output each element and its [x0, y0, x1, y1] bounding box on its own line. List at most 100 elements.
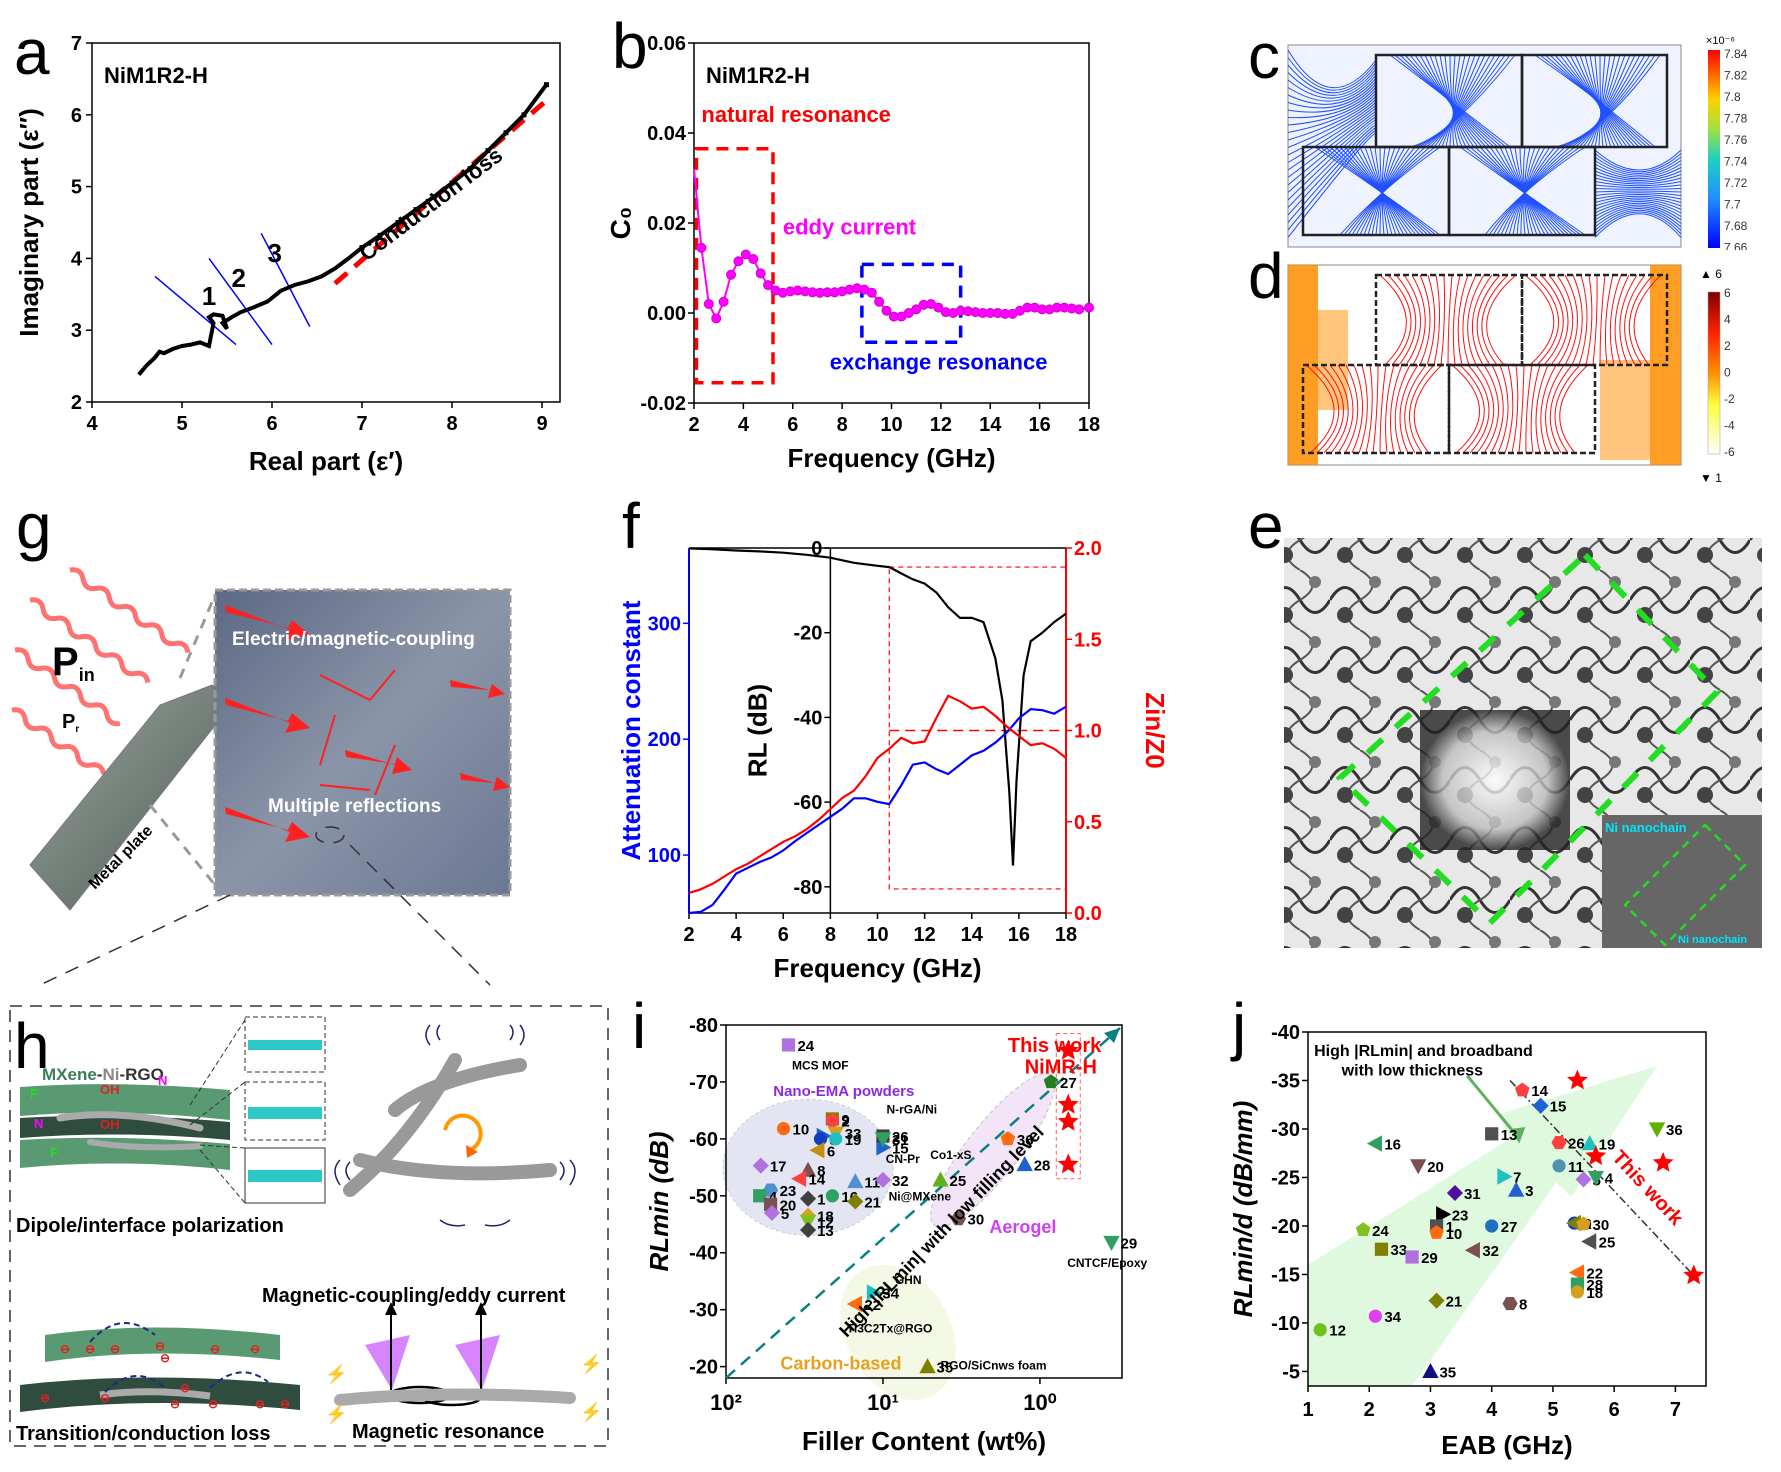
x-tick-label: 4 — [86, 413, 98, 435]
point-label-9: 9 — [841, 1112, 849, 1129]
data-point — [485, 148, 491, 154]
y-tick-label: -5 — [1282, 1361, 1300, 1383]
field-line — [1486, 274, 1517, 366]
field-line — [1532, 274, 1559, 366]
rl-tick-label: -40 — [793, 707, 822, 729]
data-point-30 — [1576, 1216, 1591, 1231]
this-work-star — [1585, 1145, 1607, 1165]
point-label-19: 19 — [845, 1132, 862, 1149]
field-line — [1433, 274, 1441, 366]
field-line — [1554, 364, 1581, 454]
y-tick-label: -60 — [689, 1129, 718, 1151]
x-tick-label: 8 — [446, 413, 457, 435]
colorbar-c-tick: 7.66 — [1724, 241, 1748, 251]
point-label-20: 20 — [1427, 1159, 1444, 1176]
field-line — [1372, 364, 1379, 454]
data-point — [866, 287, 877, 298]
x-tick-label: 7 — [1670, 1399, 1681, 1421]
data-point-32 — [1464, 1242, 1480, 1259]
field-line — [1633, 274, 1662, 366]
point-label-4: 4 — [769, 1189, 778, 1206]
field-line — [1287, 57, 1377, 91]
field-line — [1287, 95, 1377, 141]
field-line — [1433, 54, 1486, 148]
chart-title: NiM1R2-H — [706, 63, 810, 88]
field-line — [1564, 274, 1578, 366]
field-line — [1287, 89, 1377, 126]
x-tick-label: 3 — [1425, 1399, 1436, 1421]
data-point-17 — [752, 1157, 769, 1174]
this-work-label: This work — [1607, 1146, 1687, 1230]
data-point-33 — [1374, 1242, 1389, 1256]
field-line — [1566, 54, 1646, 148]
field-line — [1545, 364, 1565, 454]
field-line — [1525, 364, 1533, 454]
svg-text:⚡: ⚡ — [580, 1353, 602, 1375]
field-line — [1574, 54, 1636, 148]
field-line — [1358, 364, 1368, 454]
label-ghn: GHN — [895, 1273, 922, 1287]
field-line — [1614, 274, 1630, 366]
data-point-26 — [1551, 1136, 1567, 1150]
dipole-insets — [189, 1016, 326, 1204]
svg-text:⊖: ⊖ — [210, 1342, 220, 1356]
annotation-eddy-current: eddy current — [783, 214, 917, 239]
field-line — [1530, 364, 1541, 454]
label-this-work: This work — [1008, 1035, 1102, 1057]
plot-frame — [1307, 1031, 1707, 1387]
point-label-18: 18 — [817, 1209, 834, 1226]
data-point-36 — [1000, 1131, 1016, 1146]
panel-label-i: i — [632, 990, 647, 1062]
point-label-13: 13 — [817, 1223, 834, 1240]
dipole-label: Dipole/interface polarization — [16, 1215, 284, 1237]
data-point-5 — [763, 1204, 780, 1221]
point-label-33: 33 — [845, 1126, 862, 1143]
field-line — [1287, 49, 1377, 88]
data-point-13 — [1485, 1127, 1499, 1141]
divider-line-2 — [208, 257, 273, 346]
field-lines-c — [1287, 49, 1682, 238]
zoom-to-h-lines — [39, 826, 491, 986]
spin-precession: ⚡ ⚡ ⚡ ⚡ — [325, 1302, 602, 1425]
field-line — [1287, 122, 1377, 208]
data-point-31 — [874, 1132, 892, 1148]
data-point-27 — [1043, 1074, 1059, 1089]
data-point-35 — [919, 1358, 936, 1374]
x-tick-label: 10 — [880, 414, 902, 436]
svg-text:⊖: ⊖ — [208, 1397, 218, 1411]
colorbar-d-tick: 4 — [1724, 313, 1731, 327]
x-tick-label: 18 — [1055, 924, 1077, 946]
point-label-33: 33 — [1390, 1242, 1407, 1259]
x-tick-label: 10¹ — [867, 1390, 899, 1415]
panel-label-j: j — [1232, 990, 1247, 1062]
inset-label-bottom: Ni nanochain — [1678, 934, 1747, 946]
colorbar-d-min: ▼ 1 — [1700, 471, 1722, 485]
right-tick-label: 1.5 — [1074, 629, 1102, 651]
point-label-3: 3 — [1525, 1183, 1533, 1200]
x-axis-label: EAB (GHz) — [1441, 1430, 1572, 1460]
y-tick-label: 5 — [71, 177, 82, 199]
data-point-18 — [1570, 1285, 1585, 1299]
field-line — [1287, 80, 1377, 109]
colorbar-c-exponent: ×10⁻⁶ — [1706, 35, 1735, 47]
panel-label-f: f — [622, 490, 640, 562]
field-line — [1287, 71, 1377, 99]
point-label-6: 6 — [827, 1143, 835, 1160]
field-line — [1578, 54, 1631, 148]
data-point-27 — [1485, 1219, 1499, 1233]
field-line — [1287, 77, 1377, 105]
field-line — [1594, 170, 1682, 181]
annotation-exchange-resonance: exchange resonance — [830, 349, 1048, 374]
point-label-22: 22 — [1586, 1266, 1603, 1283]
chart-i-filler: 10² 10¹ 10⁰ -20 -30 -40 -50 -60 -70 -80 Filler Con… — [644, 1015, 1148, 1456]
field-line — [1337, 364, 1354, 454]
point-label-36: 36 — [1666, 1122, 1683, 1139]
point-label-1: 1 — [817, 1192, 825, 1209]
field-line — [1287, 74, 1377, 102]
metal-plate — [29, 684, 236, 911]
data-point-25 — [932, 1171, 949, 1187]
field-lines-d — [1305, 274, 1662, 454]
point-label-8: 8 — [817, 1163, 825, 1180]
trend-arrow-region — [1308, 1065, 1658, 1386]
point-label-12: 12 — [817, 1214, 834, 1231]
